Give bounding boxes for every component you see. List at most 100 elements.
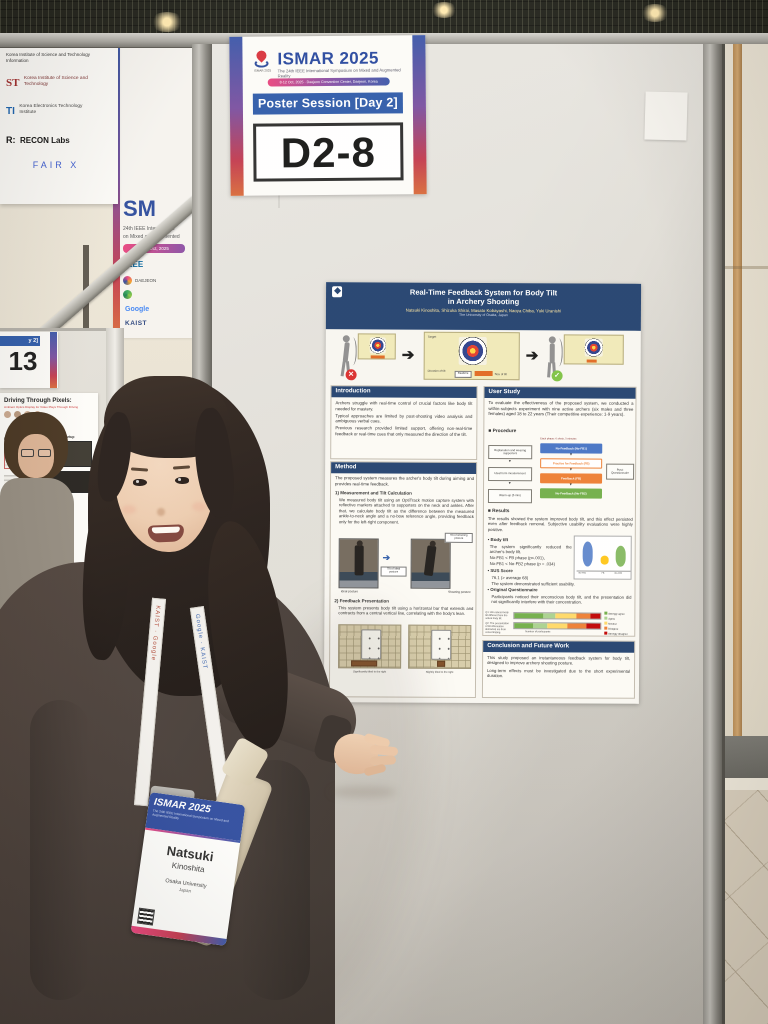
ismar-logo-icon: ISMAR 2025 xyxy=(251,48,272,73)
baseboard-dark-band xyxy=(720,736,768,778)
sign-left-strip xyxy=(229,36,244,196)
likert-bar-q2 xyxy=(513,622,602,630)
intro-bullet-3: Previous research provided limited suppo… xyxy=(335,425,473,437)
sweatshirt-fold xyxy=(30,700,90,1000)
shooting-posture-label: Shooting posture xyxy=(448,589,471,594)
likert-bar-q1 xyxy=(513,612,602,620)
flow-warmup-box: Warm-up (5 min) xyxy=(487,489,533,504)
frame-right-post xyxy=(703,44,723,1024)
kaist-logo: KAIST xyxy=(125,320,147,327)
wall-seam xyxy=(707,266,768,269)
ideal-posture-label: Ideal posture xyxy=(340,589,359,594)
teaser-size-label: Size of tilt xyxy=(494,372,507,377)
teaser-screen-large: Target Direction of tilt Realtime Size o… xyxy=(423,331,520,381)
daejeon-logo-text: DAEJEON xyxy=(135,278,157,283)
side-paper xyxy=(644,91,688,141)
background-pole xyxy=(83,245,89,390)
keti-mark: TI xyxy=(6,106,15,118)
user-study-section: User Study To evaluate the effectiveness… xyxy=(482,386,637,637)
method-heading: Method xyxy=(331,462,477,474)
violin-x3: No-FB2 xyxy=(614,572,623,575)
floor-tiles xyxy=(720,790,768,1024)
eye-highlight xyxy=(178,478,181,481)
tilt-shoot-label: Tilt of shooting posture xyxy=(444,532,473,543)
violin-x2: FB xyxy=(601,572,605,575)
procedure-flowchart: Explanation and wearing supporters ▼ Ide… xyxy=(487,437,635,508)
kist-mark: ST xyxy=(6,77,20,90)
square-marker-icon: ■ xyxy=(488,429,492,435)
neighbor-poster-title: Driving Through Pixels: xyxy=(4,398,72,404)
badge-affiliation-block: Osaka University Japan xyxy=(137,874,234,899)
likert-legend: Strongly agree Agree Neutral Disagree St… xyxy=(604,611,634,637)
ismar-banner: SM 24th IEEE International on Mixed and … xyxy=(113,48,193,338)
teaser-target-label: Target xyxy=(427,334,437,339)
recon-labs-logo: R: RECON Labs xyxy=(6,130,114,148)
university-logo xyxy=(332,286,343,298)
teaser-screen-small xyxy=(357,333,396,360)
kist-text: Korea Institute of Science and Technolog… xyxy=(23,76,88,88)
method-photo-ideal xyxy=(338,538,379,589)
arrow-icon: ➔ xyxy=(401,346,415,364)
method-sub1-title: 1) Measurement and Tilt Calculation xyxy=(334,490,412,496)
flow-ideal-form-box: Ideal form measurement xyxy=(488,467,533,482)
introduction-bullets: Archers struggle with real-time control … xyxy=(331,397,476,440)
arrow-down-icon: ▼ xyxy=(508,459,512,464)
likert-q1-note: Q1: We noticed body tilt different from … xyxy=(485,611,509,620)
violin-x1: No-FB1 xyxy=(578,572,587,575)
nose-shadow xyxy=(157,508,165,516)
ismar-logo-caption: ISMAR 2025 xyxy=(254,68,272,73)
bullet-icon: • xyxy=(487,568,490,574)
arrow-icon: ➔ xyxy=(525,347,539,365)
cheek-blush xyxy=(122,505,136,514)
neighbor-poster-subtitle: Ambient Optics Display for Video Plays T… xyxy=(4,405,79,409)
background-person-glasses xyxy=(38,449,51,457)
qr-code xyxy=(136,907,155,926)
teaser-figure: ✕ ➔ Target Direction of tilt Realtime Si… xyxy=(326,329,641,385)
flow-questionnaire-box: Post-Questionnaire xyxy=(606,463,635,480)
eye xyxy=(174,476,190,485)
feedback-image-2 xyxy=(408,624,472,669)
body-tilt-heading: • Body tilt xyxy=(487,537,509,543)
method-sub1-text: We measured body tilt using an OptiTrack… xyxy=(338,497,474,525)
check-icon: ✓ xyxy=(551,370,563,382)
conclusion-heading: Conclusion and Future Work xyxy=(483,641,635,653)
results-heading: ■ Results xyxy=(487,509,510,515)
intro-bullet-2: Typical approaches are limited by post-s… xyxy=(335,412,473,424)
method-photo-shooting xyxy=(410,538,451,589)
introduction-heading: Introduction xyxy=(331,386,477,398)
background-person-glasses xyxy=(21,449,34,457)
poster-affiliation: The University of Osaka, Japan xyxy=(459,312,508,317)
sus-line1: 76.1 (> average 68) xyxy=(491,575,529,581)
teaser-tilt-bar xyxy=(474,370,493,377)
badge-name-block: Natsuki Kinoshita xyxy=(140,840,239,879)
ceiling-grille xyxy=(0,0,768,34)
banner-line1: 24th IEEE International xyxy=(123,226,175,232)
kisti-logo: Korea Institute of Science and Technolog… xyxy=(6,52,90,63)
sign-subtitle: The 24th IEEE International Symposium on… xyxy=(277,67,401,79)
tilt-ideal-label: Tilt of ideal posture xyxy=(380,566,407,577)
square-marker-icon: ■ xyxy=(487,509,491,515)
recon-mark: R: xyxy=(6,135,16,146)
recon-text: RECON Labs xyxy=(19,136,70,146)
arrow-down-icon: ▼ xyxy=(508,481,512,486)
arrow-down-icon: ▼ xyxy=(569,452,573,457)
board-sign-13: y 2] 13 xyxy=(0,332,58,388)
keti-logo: TI Korea Electronics Technology Institut… xyxy=(6,101,114,119)
sign-board-id: D2-8 xyxy=(253,122,404,182)
sponsor-banner: Korea Institute of Science and Technolog… xyxy=(0,44,118,204)
baseboard-light-strip xyxy=(720,778,768,790)
sign13-board-id: 13 xyxy=(8,346,38,376)
results-text: The results showed the system improved b… xyxy=(487,516,633,532)
questionnaire-text: Participants noticed their unconscious b… xyxy=(491,594,632,605)
conclusion-bullet-1: This study proposed an instantaneous fee… xyxy=(487,655,631,666)
violin-plot: No-FB1 FB No-FB2 xyxy=(573,535,632,580)
banner-date-badge: 8-12 Oct, 2025 xyxy=(123,244,185,253)
likert-xlabel: Number of participants xyxy=(525,629,551,633)
kist-logo: ST Korea Institute of Science and Techno… xyxy=(6,73,114,91)
poster-sign: ISMAR 2025 ISMAR 2025 The 24th IEEE Inte… xyxy=(229,35,427,196)
teaser-realtime-label: Realtime xyxy=(454,370,472,378)
ceiling-light xyxy=(150,12,184,32)
poster-title-line2: in Archery Shooting xyxy=(447,296,520,307)
daejeon-logo xyxy=(123,276,132,285)
